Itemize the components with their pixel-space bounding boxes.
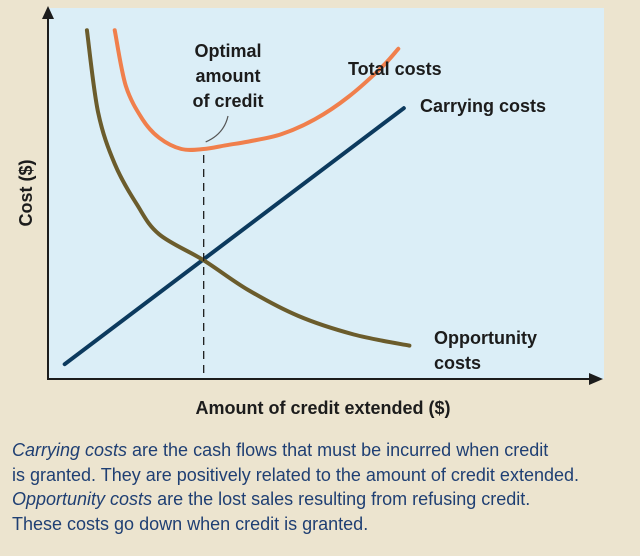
series-layer (62, 28, 412, 367)
total-costs-label: Total costs (348, 59, 442, 79)
total-costs-line (112, 28, 401, 152)
y-axis-arrowhead (42, 6, 54, 19)
x-axis-label: Amount of credit extended ($) (195, 398, 450, 418)
opportunity-costs-label-line-2: costs (434, 353, 481, 373)
optimal-label-line-1: Optimal (194, 41, 261, 61)
optimal-label-line-2: amount (196, 66, 261, 86)
carrying-costs-line (62, 106, 406, 367)
chart: Optimal amount of credit Total costs Car… (16, 6, 604, 418)
plot-area (48, 8, 604, 379)
caption-text: is granted. They are positively related … (12, 464, 579, 485)
caption-text: are the lost sales resulting from refusi… (152, 489, 531, 509)
caption-line: Carrying costs are the cash flows that m… (12, 438, 636, 463)
caption: Carrying costs are the cash flows that m… (12, 438, 636, 536)
x-axis-arrowhead (589, 373, 603, 385)
caption-text: These costs go down when credit is grant… (12, 513, 369, 534)
y-axis-label: Cost ($) (16, 159, 36, 226)
caption-line: Opportunity costs are the lost sales res… (12, 487, 636, 512)
caption-line: is granted. They are positively related … (12, 463, 636, 488)
optimal-label-line-3: of credit (192, 91, 263, 111)
optimal-pointer-arrow (205, 115, 229, 143)
caption-line: These costs go down when credit is grant… (12, 512, 636, 537)
caption-text: are the cash flows that must be incurred… (127, 440, 549, 460)
opportunity-costs-label-line-1: Opportunity (434, 328, 537, 348)
carrying-costs-label: Carrying costs (420, 96, 546, 116)
opportunity-costs-line (84, 28, 412, 348)
caption-term: Opportunity costs (12, 489, 153, 509)
caption-term: Carrying costs (12, 440, 128, 460)
